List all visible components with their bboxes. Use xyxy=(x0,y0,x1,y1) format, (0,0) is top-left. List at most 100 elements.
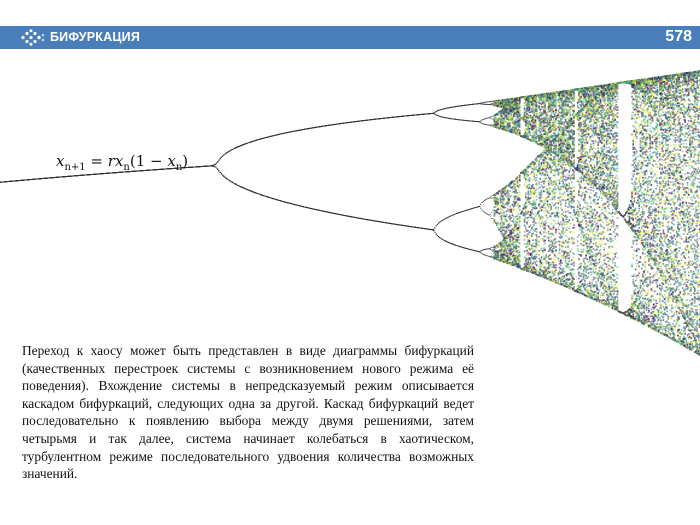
orbit-point xyxy=(241,144,243,146)
orbit-point xyxy=(255,139,257,141)
orbit-point xyxy=(308,207,310,209)
orbit-point xyxy=(330,124,332,126)
orbit-point xyxy=(136,170,138,172)
orbit-point xyxy=(288,131,290,133)
orbit-point xyxy=(249,190,251,192)
orbit-point xyxy=(191,166,193,168)
orbit-point xyxy=(312,208,314,210)
orbit-point xyxy=(181,167,183,169)
orbit-point xyxy=(173,167,175,169)
orbit-point xyxy=(293,203,295,205)
orbit-point xyxy=(232,148,234,150)
orbit-point xyxy=(234,147,236,149)
orbit-point xyxy=(321,210,323,212)
orbit-point xyxy=(248,142,250,144)
orbit-point xyxy=(51,177,53,179)
orbit-point xyxy=(12,180,14,182)
orbit-point xyxy=(194,166,196,168)
orbit-point xyxy=(282,201,284,202)
orbit-point xyxy=(267,196,269,198)
orbit-point xyxy=(0,181,1,183)
orbit-point xyxy=(33,178,35,180)
orbit-point xyxy=(311,208,313,210)
orbit-point xyxy=(144,170,146,171)
orbit-point xyxy=(8,181,10,182)
orbit-point xyxy=(245,143,246,145)
orbit-point xyxy=(229,150,231,152)
orbit-point xyxy=(241,186,243,188)
orbit-point xyxy=(242,144,244,146)
orbit-point xyxy=(70,175,71,177)
orbit-point xyxy=(82,174,84,176)
orbit-point xyxy=(284,132,286,134)
orbit-point xyxy=(257,193,259,194)
orbit-point xyxy=(113,172,115,174)
orbit-point xyxy=(214,163,216,165)
orbit-point xyxy=(101,173,103,175)
orbit-point xyxy=(323,210,325,212)
orbit-point xyxy=(310,127,312,129)
orbit-point xyxy=(290,131,292,133)
orbit-point xyxy=(251,190,253,192)
orbit-point xyxy=(301,205,303,207)
orbit-point xyxy=(32,178,34,180)
orbit-point xyxy=(91,174,93,175)
orbit-point xyxy=(229,180,231,182)
orbit-point xyxy=(261,194,263,196)
orbit-point xyxy=(96,173,98,175)
orbit-point xyxy=(286,201,288,203)
orbit-point xyxy=(312,127,314,129)
orbit-point xyxy=(302,129,304,130)
orbit-point xyxy=(205,165,207,167)
orbit-point xyxy=(44,177,46,179)
orbit-point xyxy=(120,171,122,173)
orbit-point xyxy=(63,176,65,178)
orbit-point xyxy=(117,172,119,173)
orbit-point xyxy=(97,173,99,175)
orbit-point xyxy=(50,177,52,179)
orbit-point xyxy=(42,178,44,179)
orbit-point xyxy=(272,198,274,200)
orbit-point xyxy=(281,133,283,135)
orbit-point xyxy=(259,193,261,195)
orbit-point xyxy=(89,174,91,176)
orbit-point xyxy=(225,152,227,154)
orbit-point xyxy=(143,170,145,171)
orbit-point xyxy=(288,202,290,204)
orbit-point xyxy=(299,129,301,131)
orbit-point xyxy=(142,170,144,172)
orbit-point xyxy=(283,132,285,134)
orbit-point xyxy=(318,126,320,128)
orbit-point xyxy=(237,146,239,148)
orbit-point xyxy=(16,180,18,182)
orbit-point xyxy=(275,198,277,200)
orbit-point xyxy=(86,174,88,176)
orbit-point xyxy=(103,173,105,174)
orbit-point xyxy=(131,170,133,172)
orbit-point xyxy=(195,166,197,168)
orbit-point xyxy=(328,211,330,213)
orbit-point xyxy=(228,179,230,181)
orbit-point xyxy=(141,170,143,172)
orbit-point xyxy=(280,200,281,202)
orbit-point xyxy=(148,169,150,171)
orbit-point xyxy=(302,206,304,208)
orbit-point xyxy=(235,147,237,149)
orbit-point xyxy=(270,197,272,199)
orbit-point xyxy=(331,212,333,214)
orbit-point xyxy=(168,168,170,170)
orbit-point xyxy=(216,167,218,169)
orbit-point xyxy=(270,135,272,137)
orbit-point xyxy=(156,169,158,171)
orbit-point xyxy=(231,181,233,183)
orbit-point xyxy=(310,207,312,209)
orbit-point xyxy=(150,169,152,171)
orbit-point xyxy=(319,126,321,128)
orbit-point xyxy=(107,172,109,174)
orbit-point xyxy=(243,143,245,145)
orbit-point xyxy=(253,140,255,142)
orbit-point xyxy=(219,171,221,173)
orbit-point xyxy=(269,136,271,138)
orbit-point xyxy=(271,135,273,137)
orbit-point xyxy=(20,179,22,181)
